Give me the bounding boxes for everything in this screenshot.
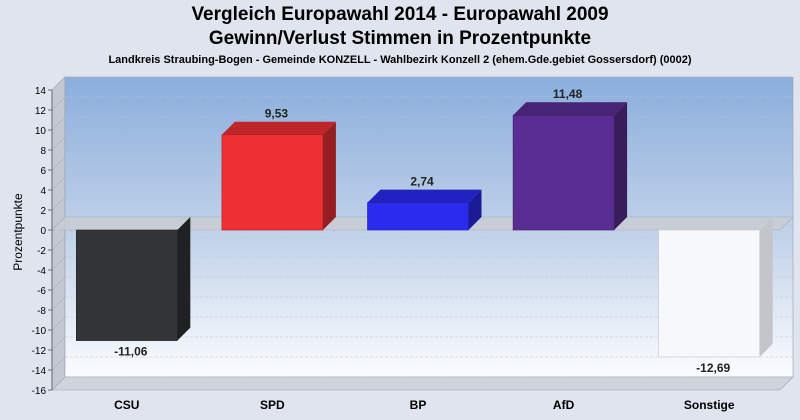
y-tick-label: 2 [40,206,46,217]
bar-csu [76,229,178,341]
data-label: 11,48 [553,87,583,101]
data-label: 2,74 [410,175,434,189]
grid-line-side [51,376,66,391]
x-tick-label: BP [410,398,427,412]
y-tick-label: 0 [40,226,46,237]
bar-side [322,121,336,230]
bar-bp [367,202,469,231]
grid-line-side [51,256,66,271]
grid-line-side [51,136,66,151]
y-tick-label: 10 [35,126,47,137]
data-label: -12,69 [696,361,730,375]
chart-title: Vergleich Europawahl 2014 - Europawahl 2… [191,4,609,25]
y-tick-label: 6 [40,166,46,177]
grid-line-side [51,236,66,251]
y-tick-label: -10 [32,326,47,337]
grid-line-side [51,76,66,91]
bar-top [367,189,482,203]
x-tick-label: Sonstige [684,398,735,412]
grid-line-side [51,96,66,111]
y-tick-label: 12 [35,106,47,117]
y-tick-label: -8 [37,306,46,317]
grid-line-side [51,296,66,311]
bar-afd [512,114,615,231]
plot-side-wall [51,76,66,391]
data-label: 9,53 [265,107,289,121]
bar-side [177,217,191,341]
y-tick-label: -6 [37,286,46,297]
y-tick-label: 4 [40,186,46,197]
bar-sonstige [658,229,761,358]
bar-spd [221,134,324,231]
grid-line-side [51,156,66,171]
grid-line-side [51,356,66,371]
y-tick-label: -2 [37,246,46,257]
chart-title-line2: Gewinn/Verlust Stimmen in Prozentpunkte [208,28,592,49]
x-tick-label: SPD [260,398,285,412]
y-tick-label: -16 [32,386,47,397]
y-tick-label: 14 [35,86,47,97]
chart-subtitle: Landkreis Straubing-Bogen - Gemeinde KON… [108,54,692,66]
y-tick-label: -4 [37,266,46,277]
grid-line-side [51,116,66,131]
grid-line-side [51,196,66,211]
grid-line-side [51,316,66,331]
bar-side [468,189,482,230]
bar-top [513,102,628,116]
bar-side [759,217,773,357]
grid-line-side [51,276,66,291]
y-tick-label: -14 [32,366,47,377]
data-label: -11,06 [114,345,148,359]
bar-top [221,121,336,135]
grid-line-side [51,336,66,351]
bar-side [614,102,628,230]
y-tick-label: 8 [40,146,46,157]
grid-line-side [51,176,66,191]
x-tick-label: CSU [114,398,139,412]
y-tick-label: -12 [32,346,47,357]
plot-floor [51,376,794,391]
x-tick-label: AfD [553,398,575,412]
